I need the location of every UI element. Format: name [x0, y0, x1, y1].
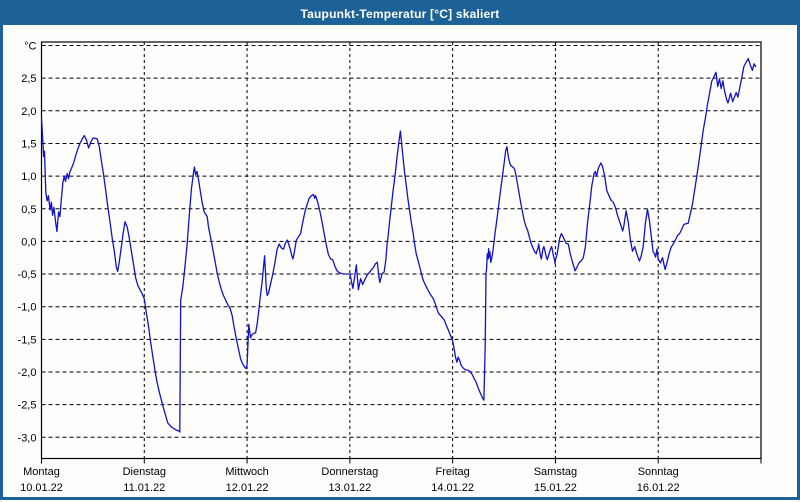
- day-label: Montag: [23, 466, 60, 478]
- day-label: Sonntag: [638, 466, 679, 478]
- temperature-chart: °C 2,5 2,0 1,5 1,0 0,5 0,0 -0,5 -1,0 -1,5 -2,0 -2,5…: [18, 41, 762, 494]
- day-date-label: 13.01.22: [328, 482, 371, 494]
- y-axis-label: -2,5: [18, 400, 37, 412]
- plot-frame: [40, 41, 762, 460]
- y-axis-label: -2,0: [18, 367, 37, 379]
- y-axis-label: °C: [24, 41, 36, 53]
- day-date-label: 10.01.22: [20, 482, 63, 494]
- y-axis-label: -3,0: [18, 432, 37, 444]
- day-date-label: 11.01.22: [123, 482, 165, 494]
- y-axis-label: 1,0: [21, 171, 36, 183]
- chart-title: Taupunkt-Temperatur [°C] skaliert: [300, 7, 500, 21]
- day-date-label: 16.01.22: [637, 482, 680, 494]
- y-axis-label: 0,0: [21, 236, 36, 248]
- day-date-label: 14.01.22: [431, 482, 474, 494]
- y-axis-label: -0,5: [18, 269, 37, 281]
- y-axis-label: 2,5: [21, 73, 36, 85]
- title-bar: Taupunkt-Temperatur [°C] skaliert: [3, 3, 797, 25]
- day-label: Samstag: [534, 466, 577, 478]
- chart-area: °C 2,5 2,0 1,5 1,0 0,5 0,0 -0,5 -1,0 -1,5 -2,0 -2,5…: [3, 25, 797, 497]
- y-axis-label: 1,5: [21, 138, 36, 150]
- day-label: Donnerstag: [321, 466, 378, 478]
- y-axis-label: -1,0: [18, 302, 37, 314]
- day-label: Dienstag: [123, 466, 166, 478]
- data-line: [40, 57, 757, 433]
- day-label: Freitag: [436, 466, 470, 478]
- day-date-label: 12.01.22: [226, 482, 269, 494]
- day-date-label: 15.01.22: [534, 482, 577, 494]
- y-axis-label: 2,0: [21, 106, 36, 118]
- y-axis-label: 0,5: [21, 204, 36, 216]
- y-axis-label: -1,5: [18, 334, 37, 346]
- day-label: Mittwoch: [225, 466, 268, 478]
